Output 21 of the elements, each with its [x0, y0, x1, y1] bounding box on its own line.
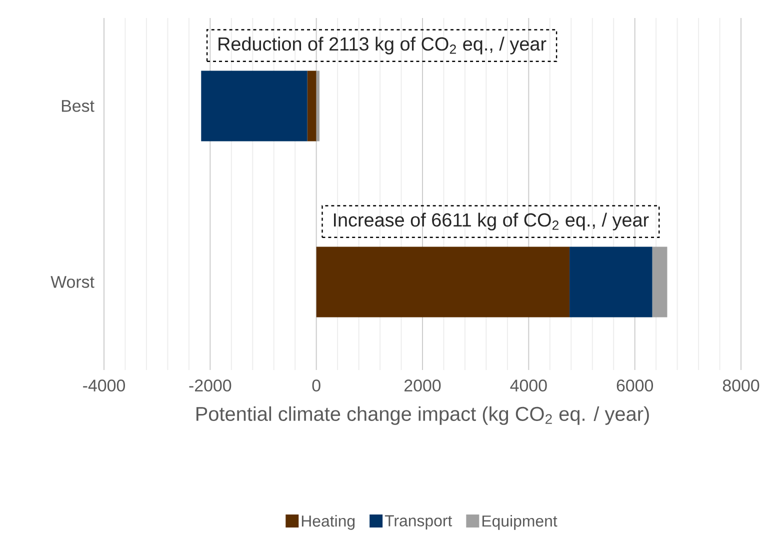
x-tick-label: -2000: [189, 380, 232, 392]
bar: [652, 246, 668, 318]
y-tick-label: Worst: [50, 276, 94, 288]
x-axis-title: Potential climate change impact (kg CO$_{2}$ eq. / year): [196, 406, 649, 425]
legend-label: Heating: [302, 514, 355, 530]
bar: [316, 246, 570, 318]
x-tick-label: 4000: [510, 380, 547, 392]
annotation: Increase of 6611 kg of CO$_{2}$ eq., / year: [334, 212, 649, 230]
y-tick-label: Best: [62, 100, 94, 112]
x-tick-label: 2000: [404, 380, 441, 392]
bar: [316, 70, 320, 142]
x-tick-label: 0: [312, 380, 320, 392]
bar: [307, 70, 316, 142]
legend-label: Transport: [384, 515, 452, 530]
x-tick-label: 8000: [722, 380, 760, 392]
bar: [201, 70, 308, 142]
x-tick-label: -4000: [83, 380, 125, 392]
legend-label: Equipment: [482, 514, 558, 530]
annotation: Reduction of 2113 kg of CO$_{2}$ eq., / year: [218, 36, 546, 54]
x-tick-label: 6000: [616, 380, 654, 392]
bar: [570, 246, 652, 318]
